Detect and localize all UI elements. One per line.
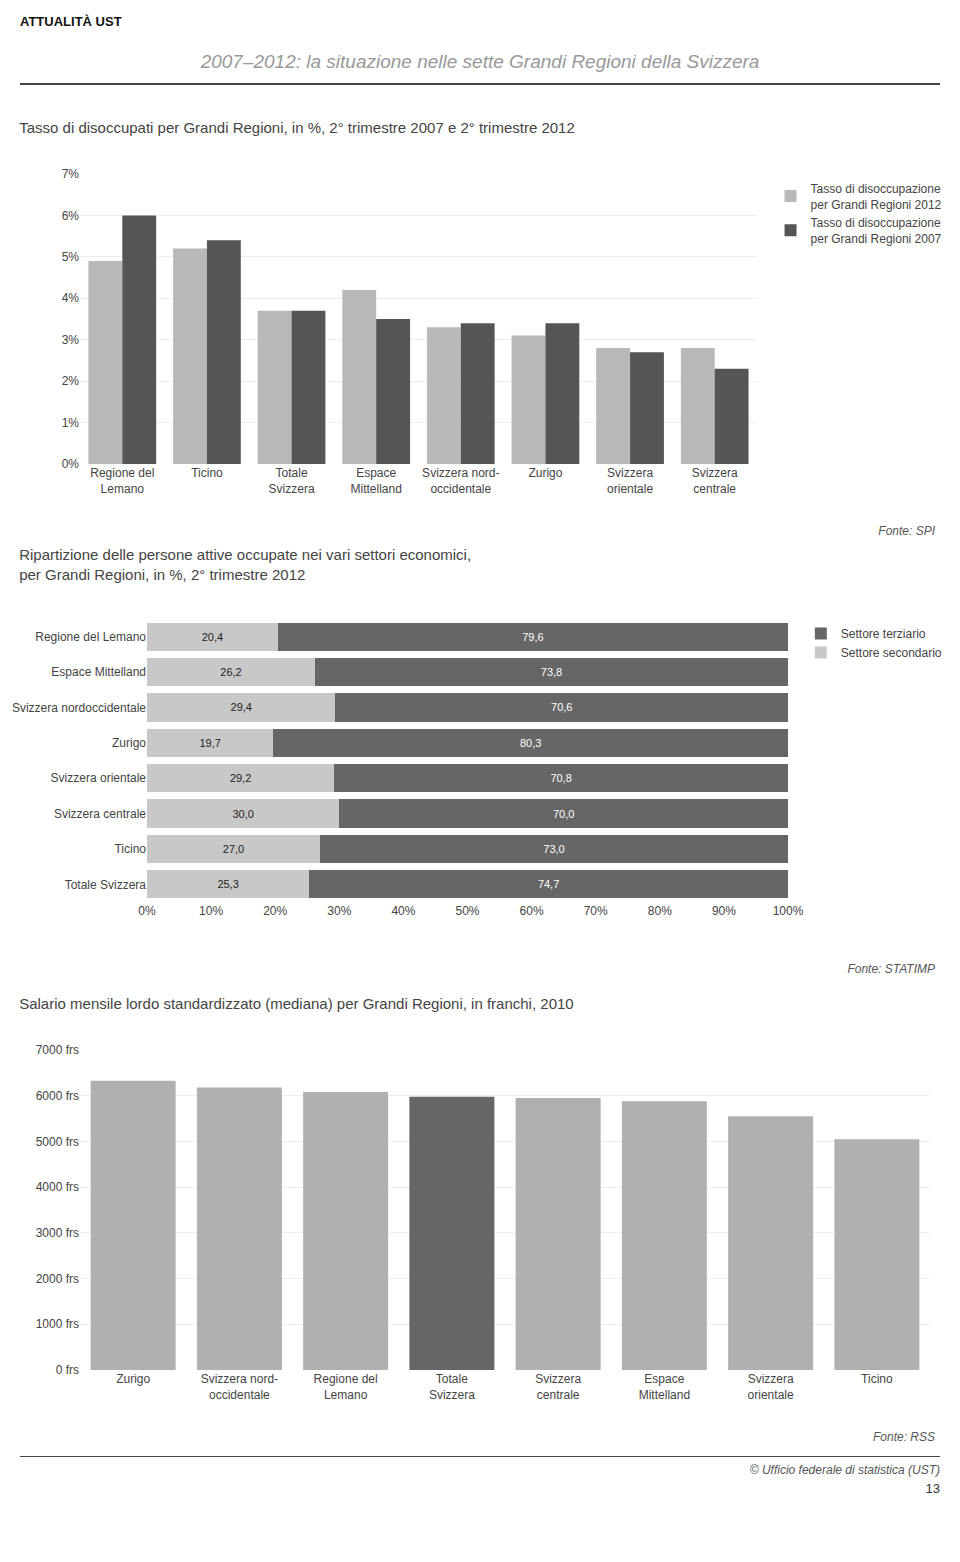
svg-text:70%: 70% bbox=[584, 904, 608, 918]
svg-text:30%: 30% bbox=[327, 904, 351, 918]
svg-text:30,0: 30,0 bbox=[232, 808, 253, 820]
svg-text:Svizzera centrale: Svizzera centrale bbox=[54, 807, 146, 821]
svg-text:0%: 0% bbox=[62, 457, 80, 471]
svg-text:Svizzeracentrale: Svizzeracentrale bbox=[692, 466, 738, 496]
html-text:13: 13 bbox=[925, 1481, 940, 1496]
svg-text:Ticino: Ticino bbox=[191, 466, 223, 480]
svg-text:Svizzeraorientale: Svizzeraorientale bbox=[607, 466, 653, 496]
svg-text:Regione delLemano: Regione delLemano bbox=[90, 466, 154, 496]
svg-text:TotaleSvizzera: TotaleSvizzera bbox=[429, 1372, 475, 1402]
svg-text:5000 frs: 5000 frs bbox=[36, 1135, 79, 1149]
svg-text:29,4: 29,4 bbox=[231, 701, 252, 713]
svg-text:74,7: 74,7 bbox=[538, 878, 559, 890]
svg-text:4%: 4% bbox=[62, 291, 80, 305]
svg-text:Svizzera nord-occidentale: Svizzera nord-occidentale bbox=[422, 466, 499, 496]
svg-text:80,3: 80,3 bbox=[520, 737, 541, 749]
svg-text:Settore terziario: Settore terziario bbox=[841, 627, 926, 641]
svg-text:2000 frs: 2000 frs bbox=[36, 1272, 79, 1286]
svg-text:Zurigo: Zurigo bbox=[116, 1372, 150, 1386]
svg-text:3%: 3% bbox=[62, 333, 80, 347]
svg-text:70,6: 70,6 bbox=[551, 701, 572, 713]
svg-text:50%: 50% bbox=[455, 904, 479, 918]
svg-text:70,0: 70,0 bbox=[553, 808, 574, 820]
svg-text:Svizzera orientale: Svizzera orientale bbox=[51, 771, 147, 785]
svg-text:Ticino: Ticino bbox=[861, 1372, 893, 1386]
svg-text:79,6: 79,6 bbox=[522, 631, 543, 643]
svg-text:5%: 5% bbox=[62, 250, 80, 264]
svg-text:Espace Mittelland: Espace Mittelland bbox=[51, 665, 146, 679]
svg-text:EspaceMittelland: EspaceMittelland bbox=[639, 1372, 690, 1402]
svg-text:20,4: 20,4 bbox=[202, 631, 223, 643]
svg-text:6%: 6% bbox=[62, 209, 80, 223]
svg-text:60%: 60% bbox=[520, 904, 544, 918]
svg-text:Svizzeraorientale: Svizzeraorientale bbox=[748, 1372, 794, 1402]
svg-text:2%: 2% bbox=[62, 374, 80, 388]
svg-text:3000 frs: 3000 frs bbox=[36, 1226, 79, 1240]
svg-text:Svizzera nordoccidentale: Svizzera nordoccidentale bbox=[12, 701, 146, 715]
svg-text:80%: 80% bbox=[648, 904, 672, 918]
svg-text:Tasso di disoccupati per Grand: Tasso di disoccupati per Grandi Regioni,… bbox=[19, 119, 575, 136]
svg-text:26,2: 26,2 bbox=[220, 666, 241, 678]
svg-text:Tasso di disoccupazioneper Gra: Tasso di disoccupazioneper Grandi Region… bbox=[811, 216, 942, 246]
svg-text:7%: 7% bbox=[62, 167, 80, 181]
svg-text:70,8: 70,8 bbox=[550, 772, 571, 784]
svg-text:73,8: 73,8 bbox=[541, 666, 562, 678]
svg-text:Salario mensile lordo standard: Salario mensile lordo standardizzato (me… bbox=[19, 995, 573, 1012]
svg-text:Ticino: Ticino bbox=[114, 842, 146, 856]
html-text:2007–2012: la situazione nelle: 2007–2012: la situazione nelle sette Gra… bbox=[200, 51, 760, 72]
svg-text:Ripartizione delle persone att: Ripartizione delle persone attive occupa… bbox=[19, 546, 471, 583]
svg-text:Tasso di disoccupazioneper Gra: Tasso di disoccupazioneper Grandi Region… bbox=[811, 182, 942, 212]
svg-text:25,3: 25,3 bbox=[217, 878, 238, 890]
svg-text:73,0: 73,0 bbox=[543, 843, 564, 855]
svg-text:Totale Svizzera: Totale Svizzera bbox=[65, 878, 147, 892]
svg-text:0%: 0% bbox=[138, 904, 156, 918]
svg-text:Regione del Lemano: Regione del Lemano bbox=[35, 630, 146, 644]
svg-text:1%: 1% bbox=[62, 416, 80, 430]
svg-text:27,0: 27,0 bbox=[223, 843, 244, 855]
svg-text:6000 frs: 6000 frs bbox=[36, 1089, 79, 1103]
html-text:Fonte: SPI: Fonte: SPI bbox=[878, 524, 935, 538]
svg-text:10%: 10% bbox=[199, 904, 223, 918]
svg-text:20%: 20% bbox=[263, 904, 287, 918]
html-text:ATTUALITÀ UST: ATTUALITÀ UST bbox=[20, 14, 122, 29]
svg-text:7000 frs: 7000 frs bbox=[36, 1043, 79, 1057]
html-text:Fonte: RSS: Fonte: RSS bbox=[873, 1430, 935, 1444]
svg-text:40%: 40% bbox=[391, 904, 415, 918]
svg-text:Svizzera nord-occidentale: Svizzera nord-occidentale bbox=[201, 1372, 278, 1402]
html-text:Fonte: STATIMP: Fonte: STATIMP bbox=[847, 962, 935, 976]
svg-text:100%: 100% bbox=[773, 904, 804, 918]
svg-text:29,2: 29,2 bbox=[230, 772, 251, 784]
svg-text:90%: 90% bbox=[712, 904, 736, 918]
svg-text:Zurigo: Zurigo bbox=[528, 466, 562, 480]
svg-text:4000 frs: 4000 frs bbox=[36, 1180, 79, 1194]
svg-text:Settore secondario: Settore secondario bbox=[841, 646, 942, 660]
html-text:© Ufficio federale di statisti: © Ufficio federale di statistica (UST) bbox=[749, 1463, 940, 1477]
svg-text:Svizzeracentrale: Svizzeracentrale bbox=[535, 1372, 581, 1402]
svg-text:0 frs: 0 frs bbox=[56, 1363, 79, 1377]
svg-text:19,7: 19,7 bbox=[199, 737, 220, 749]
svg-text:Zurigo: Zurigo bbox=[112, 736, 146, 750]
svg-text:TotaleSvizzera: TotaleSvizzera bbox=[269, 466, 315, 496]
svg-text:Regione delLemano: Regione delLemano bbox=[314, 1372, 378, 1402]
svg-text:EspaceMittelland: EspaceMittelland bbox=[351, 466, 402, 496]
svg-text:1000 frs: 1000 frs bbox=[36, 1317, 79, 1331]
